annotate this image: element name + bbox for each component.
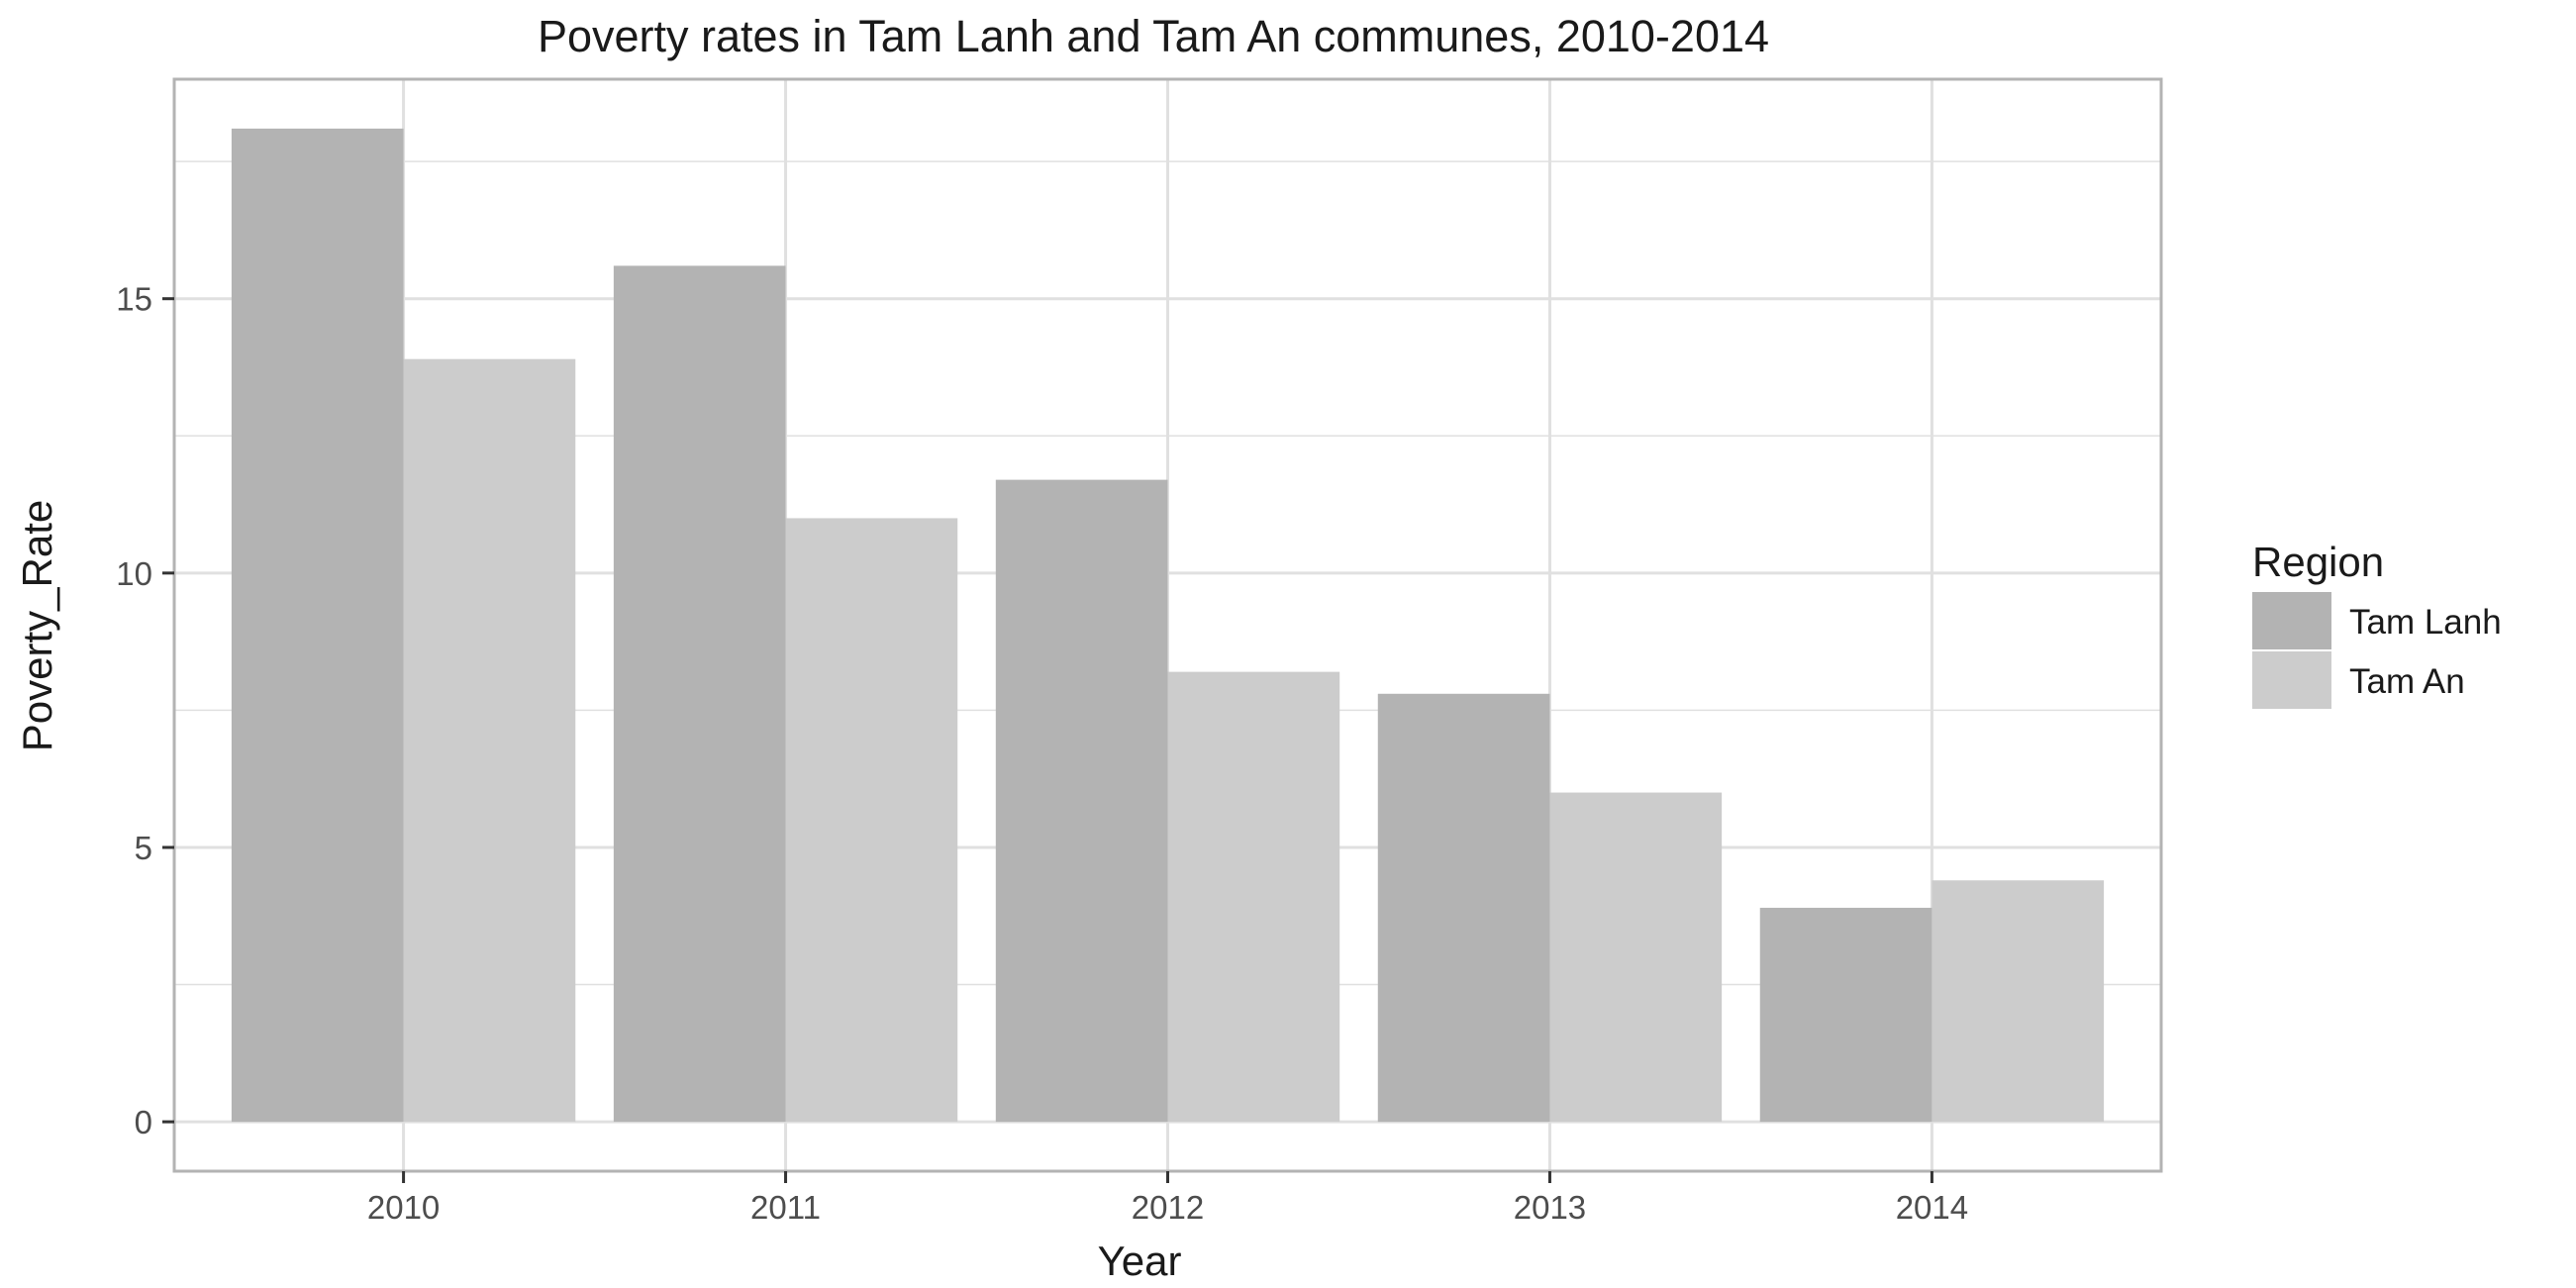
bar-tam-lanh-2014 [1759,907,1932,1123]
chart-title: Poverty rates in Tam Lanh and Tam An com… [538,11,1769,61]
bar-tam-an-2013 [1549,792,1723,1123]
x-tick-label: 2012 [1132,1189,1204,1226]
bar-tam-an-2011 [785,518,958,1123]
y-tick-label: 5 [135,830,152,866]
bar-tam-an-2010 [403,358,576,1123]
bar-tam-lanh-2010 [231,128,404,1123]
bar-tam-an-2012 [1167,671,1340,1123]
plot-panel [172,77,2163,1173]
legend: Region Tam Lanh Tam An [2252,539,2502,709]
y-tick-label: 0 [135,1104,152,1140]
y-axis-title: Poverty_Rate [14,500,60,751]
bars-group [231,128,2105,1123]
x-tick-label: 2014 [1896,1189,1968,1226]
legend-key [2252,592,2331,649]
legend-title: Region [2252,539,2384,585]
x-tick-label: 2010 [367,1189,440,1226]
bar-tam-an-2014 [1932,880,2105,1123]
x-tick-label: 2011 [750,1189,821,1226]
y-axis-ticks: 0 5 10 15 [116,281,174,1140]
y-tick-label: 10 [116,555,152,592]
legend-label: Tam An [2349,662,2465,701]
bar-tam-lanh-2012 [995,479,1168,1123]
bar-tam-lanh-2013 [1377,693,1550,1123]
legend-key [2252,651,2331,709]
x-axis-title: Year [1098,1238,1182,1284]
legend-items: Tam Lanh Tam An [2252,592,2502,709]
y-tick-label: 15 [116,281,152,318]
legend-label: Tam Lanh [2349,603,2502,642]
bar-tam-lanh-2011 [613,265,786,1123]
x-axis-ticks: 2010 2011 2012 2013 2014 [367,1171,1968,1226]
x-tick-label: 2013 [1514,1189,1586,1226]
